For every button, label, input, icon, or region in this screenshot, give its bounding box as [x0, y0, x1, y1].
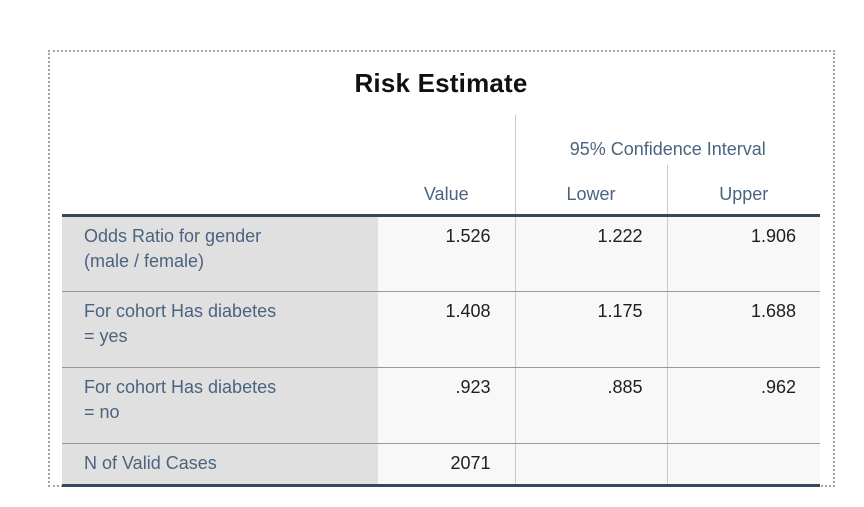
cell-ci-lower: 1.175 — [514, 291, 667, 368]
cell-ci-upper: 1.688 — [666, 291, 820, 368]
table-body: Odds Ratio for gender (male / female) 1.… — [62, 215, 820, 487]
cell-ci-lower: 1.222 — [514, 215, 667, 292]
row-label-line1: For cohort Has diabetes — [84, 377, 277, 397]
selected-output-object[interactable]: Risk Estimate Value 95% Confidence Inter… — [48, 50, 835, 487]
row-label: For cohort Has diabetes = yes — [62, 291, 378, 368]
row-label-line1: For cohort Has diabetes — [84, 301, 277, 321]
row-label-line1: N of Valid Cases — [84, 453, 217, 473]
row-label: N of Valid Cases — [62, 443, 378, 487]
row-label: Odds Ratio for gender (male / female) — [62, 215, 378, 292]
table-row-cohort-no: For cohort Has diabetes = no .923 .885 .… — [62, 367, 820, 444]
row-label: For cohort Has diabetes = no — [62, 367, 378, 444]
row-label-line1: Odds Ratio for gender — [84, 226, 262, 246]
table-title: Risk Estimate — [354, 68, 528, 98]
cell-ci-upper: 1.906 — [666, 215, 820, 292]
cell-ci-upper — [666, 443, 820, 487]
cell-value: .923 — [378, 367, 515, 444]
row-label-line2: = yes — [84, 326, 128, 346]
table-row-cohort-yes: For cohort Has diabetes = yes 1.408 1.17… — [62, 291, 820, 368]
table-row-n-valid-cases: N of Valid Cases 2071 — [62, 443, 820, 487]
column-header-value: Value — [378, 115, 516, 217]
cell-ci-lower: .885 — [514, 367, 667, 444]
row-label-line2: = no — [84, 402, 120, 422]
column-group-header-ci: 95% Confidence Interval — [514, 115, 820, 165]
pivot-table-block: Risk Estimate Value 95% Confidence Inter… — [62, 68, 820, 487]
stub-header-cell — [62, 115, 378, 217]
row-label-line2: (male / female) — [84, 251, 205, 271]
cell-value: 2071 — [378, 443, 515, 487]
cell-value: 1.526 — [378, 215, 515, 292]
risk-estimate-table[interactable]: Value 95% Confidence Interval Lower Uppe… — [62, 115, 820, 487]
table-row-odds-ratio: Odds Ratio for gender (male / female) 1.… — [62, 215, 820, 292]
cell-ci-upper: .962 — [666, 367, 820, 444]
column-header-upper: Upper — [666, 165, 820, 217]
table-header: Value 95% Confidence Interval Lower Uppe… — [62, 115, 820, 217]
cell-ci-lower — [514, 443, 667, 487]
cell-value: 1.408 — [378, 291, 515, 368]
column-header-lower: Lower — [514, 165, 667, 217]
